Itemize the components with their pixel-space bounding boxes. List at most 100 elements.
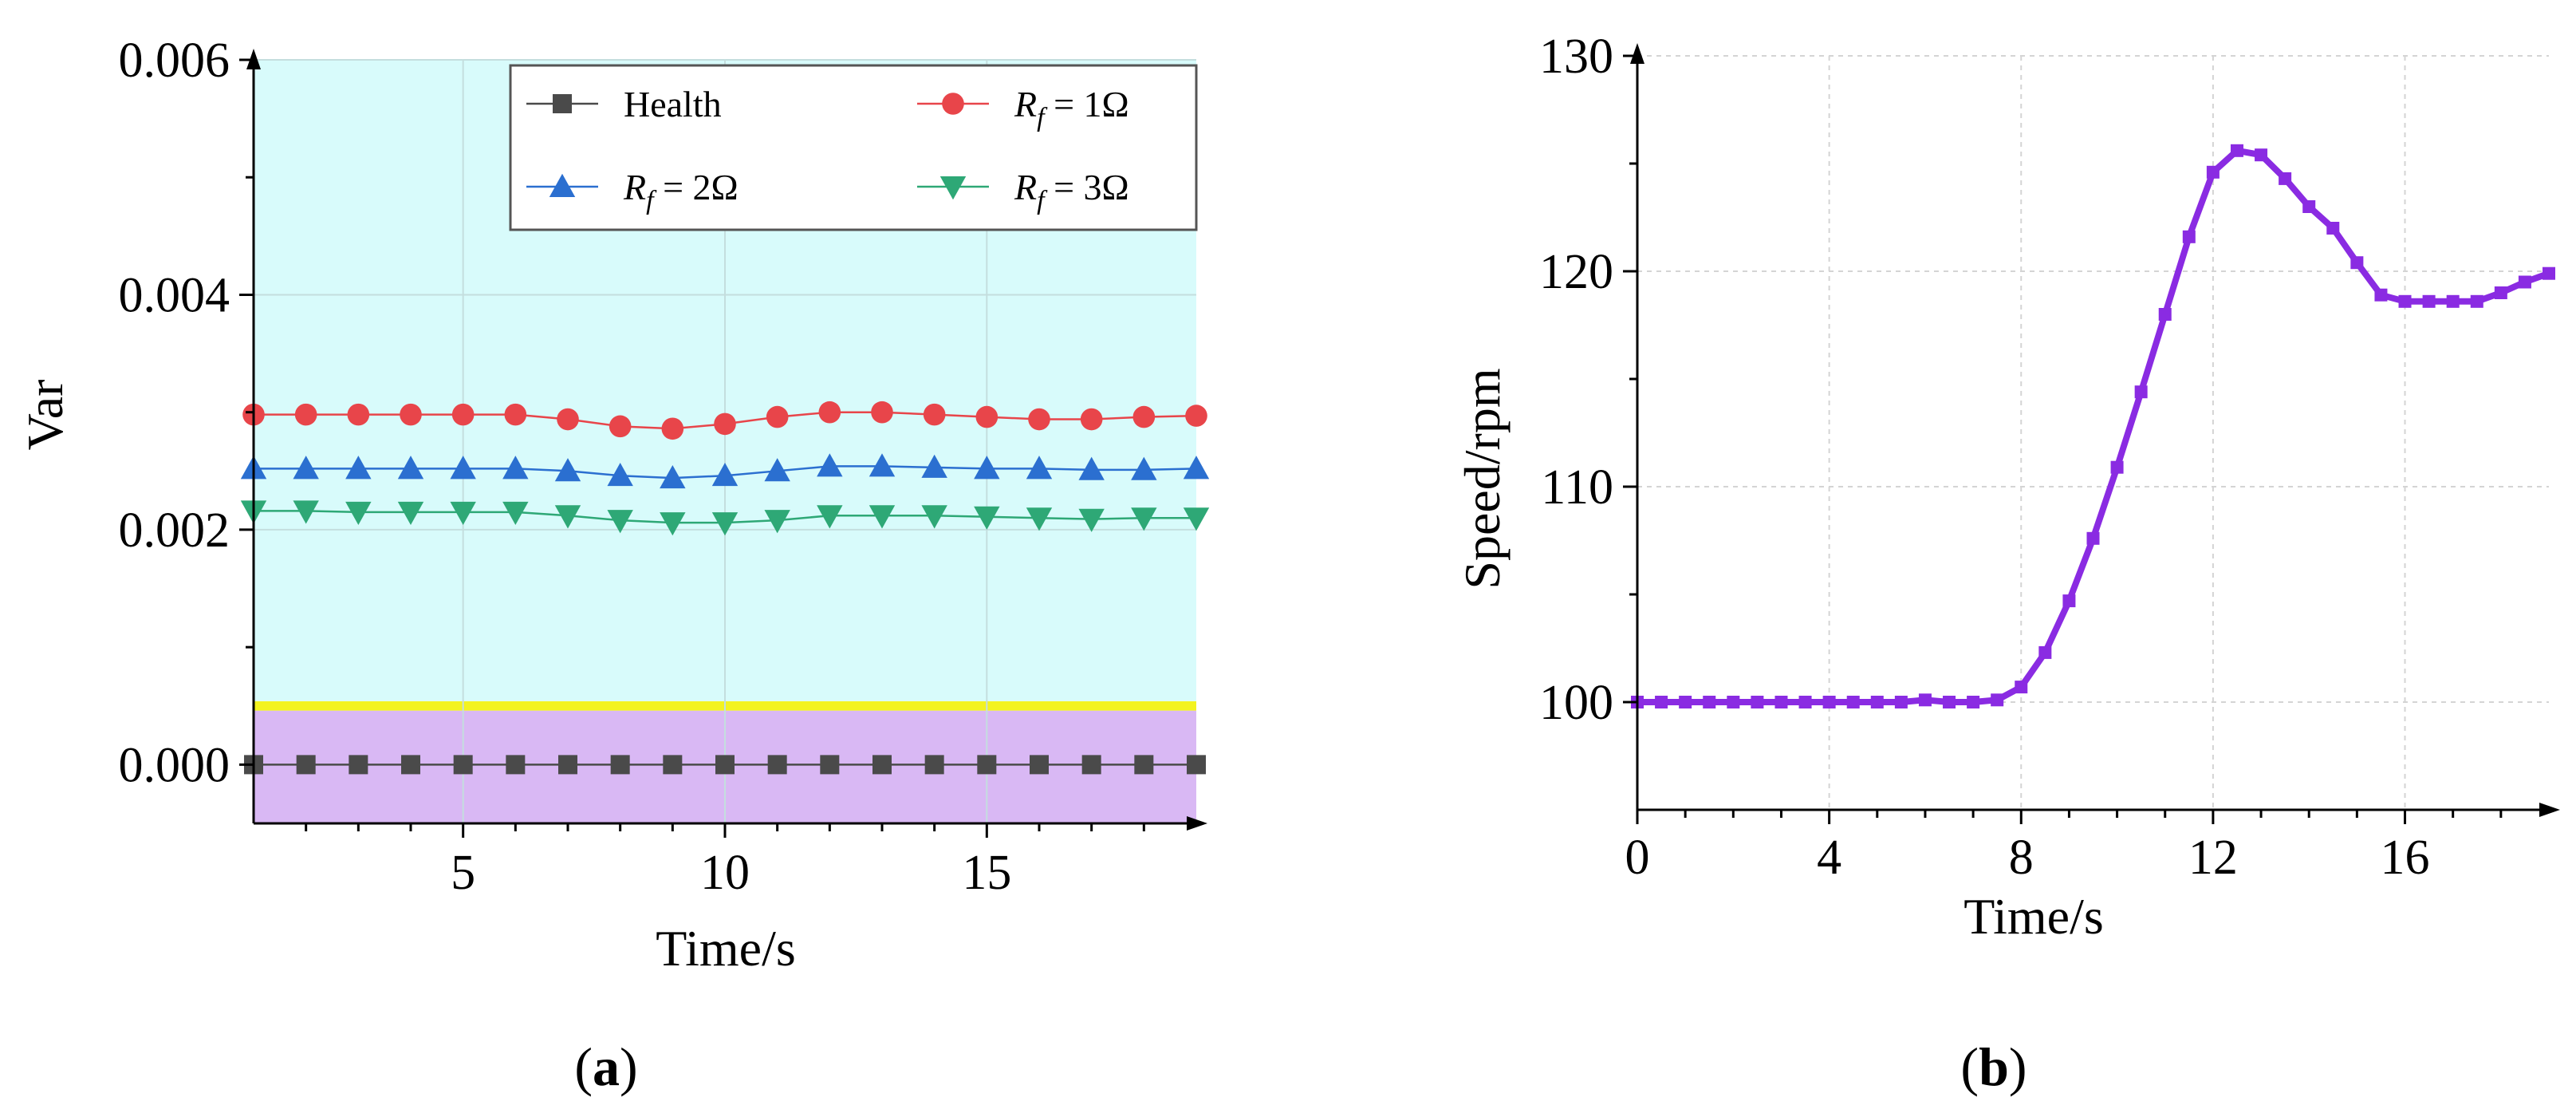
data-point bbox=[345, 501, 372, 526]
data-point bbox=[2422, 294, 2436, 308]
data-point bbox=[663, 755, 683, 775]
data-point bbox=[1918, 693, 1932, 707]
data-point bbox=[607, 510, 633, 534]
data-point bbox=[974, 506, 1000, 530]
data-point bbox=[715, 755, 735, 775]
data-point bbox=[2038, 645, 2052, 659]
data-point bbox=[1081, 755, 1101, 775]
data-point bbox=[1703, 696, 1716, 708]
data-point bbox=[923, 403, 946, 426]
x-tick-label: 12 bbox=[2188, 831, 2238, 885]
x-tick-label: 16 bbox=[2381, 831, 2430, 885]
y-tick-label: 120 bbox=[1539, 245, 1613, 299]
data-point bbox=[1187, 755, 1206, 775]
data-point bbox=[2398, 294, 2412, 308]
legend-label: Health bbox=[624, 84, 722, 124]
chart-b-grid bbox=[1637, 55, 2549, 810]
data-point bbox=[502, 501, 529, 526]
data-point bbox=[2446, 294, 2460, 308]
y-tick-label: 130 bbox=[1539, 30, 1613, 84]
data-point bbox=[2302, 200, 2316, 213]
data-point bbox=[2015, 681, 2028, 694]
y-tick-label: 0.000 bbox=[119, 738, 230, 792]
legend-marker bbox=[553, 94, 572, 113]
data-point bbox=[450, 456, 476, 480]
data-point bbox=[558, 755, 577, 775]
caption-b: (b) bbox=[1960, 1036, 2027, 1097]
data-point bbox=[974, 456, 1000, 480]
data-point bbox=[711, 512, 739, 536]
chart-b-ticks: 0 4 8 12 16 100 110 120 130 bbox=[1539, 30, 2503, 885]
data-point bbox=[924, 755, 944, 775]
data-point bbox=[502, 456, 529, 480]
data-point bbox=[1751, 696, 1764, 708]
chart-b-y-axis-title: Speed/rpm bbox=[1454, 368, 1511, 589]
x-tick-label: 4 bbox=[1817, 831, 1841, 885]
caption-a-label: a bbox=[593, 1036, 620, 1097]
data-point bbox=[294, 403, 317, 426]
data-point bbox=[347, 403, 370, 426]
chart-a: 5 10 15 0.000 0.002 0.004 0.006 Var Time/s Hea… bbox=[17, 34, 1210, 977]
x-tick-label: 0 bbox=[1625, 831, 1650, 885]
data-point bbox=[921, 505, 947, 529]
data-point bbox=[1134, 755, 1154, 775]
y-tick-label: 110 bbox=[1541, 460, 1613, 515]
legend-label-var: R bbox=[623, 167, 646, 207]
data-point bbox=[1679, 696, 1692, 708]
data-point bbox=[557, 408, 579, 431]
chart-b-x-axis-title: Time/s bbox=[1964, 888, 2104, 945]
data-point bbox=[1080, 408, 1103, 431]
legend-item: Rf = 2Ω bbox=[526, 167, 739, 215]
data-point bbox=[2374, 288, 2388, 302]
data-point bbox=[451, 403, 475, 426]
series-line bbox=[1637, 147, 2550, 705]
data-point bbox=[401, 755, 420, 775]
data-point bbox=[869, 453, 896, 477]
data-point bbox=[293, 500, 319, 524]
data-point bbox=[764, 510, 790, 534]
data-point bbox=[1028, 408, 1050, 431]
svg-text:(a): (a) bbox=[574, 1036, 637, 1097]
data-point bbox=[504, 403, 527, 426]
data-point bbox=[2134, 385, 2148, 399]
legend-item: Rf = 1Ω bbox=[917, 84, 1129, 132]
data-point bbox=[397, 501, 424, 526]
data-point bbox=[1131, 507, 1157, 531]
data-point bbox=[2470, 294, 2483, 308]
data-point bbox=[1967, 696, 1980, 708]
data-point bbox=[1727, 696, 1740, 708]
legend-item: Health bbox=[526, 84, 722, 124]
chart-b: 0 4 8 12 16 100 110 120 130 Speed/rpm Time/s bbox=[1454, 30, 2560, 945]
data-point bbox=[2255, 148, 2268, 162]
chart-a-series bbox=[240, 401, 1210, 775]
data-point bbox=[1183, 456, 1210, 480]
data-point bbox=[2182, 230, 2196, 243]
x-tick-label: 5 bbox=[451, 846, 475, 900]
data-point bbox=[820, 755, 840, 775]
data-point bbox=[1822, 696, 1836, 708]
data-point bbox=[2230, 144, 2243, 157]
data-point bbox=[2062, 594, 2076, 608]
data-point bbox=[766, 405, 789, 428]
y-axis-arrow bbox=[1630, 43, 1644, 64]
data-point bbox=[2279, 172, 2292, 185]
caption-b-label: b bbox=[1979, 1036, 2009, 1097]
data-point bbox=[711, 462, 739, 487]
data-point bbox=[607, 462, 633, 487]
data-point bbox=[1185, 405, 1207, 427]
y-tick-label: 0.002 bbox=[119, 503, 230, 558]
data-point bbox=[2206, 165, 2220, 179]
data-point bbox=[2350, 256, 2364, 270]
series-Health bbox=[244, 755, 1206, 775]
series-speed bbox=[1631, 144, 2555, 708]
chart-a-axes bbox=[246, 49, 1207, 831]
series-Rf = 2Ω bbox=[240, 453, 1210, 489]
data-point bbox=[714, 412, 736, 436]
legend-label-value: = 3Ω bbox=[1045, 167, 1129, 207]
data-point bbox=[1991, 693, 2004, 707]
x-tick-label: 8 bbox=[2009, 831, 2034, 885]
svg-text:(b): (b) bbox=[1960, 1036, 2027, 1097]
data-point bbox=[660, 464, 686, 489]
data-point bbox=[610, 755, 630, 775]
